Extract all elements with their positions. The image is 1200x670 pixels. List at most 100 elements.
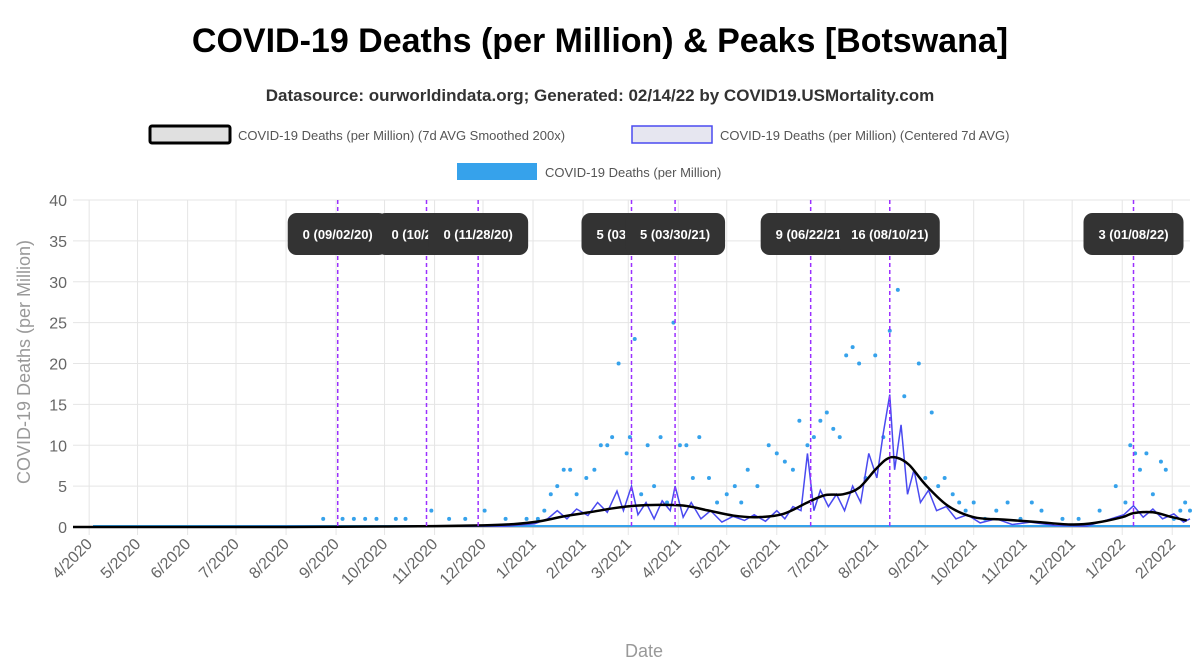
daily-point	[542, 508, 547, 513]
legend-label-smoothed: COVID-19 Deaths (per Million) (7d AVG Sm…	[238, 128, 565, 143]
daily-point	[887, 328, 892, 333]
x-tick-label: 3/2021	[588, 536, 635, 583]
peak-label-text: 0 (09/02/20)	[303, 227, 373, 242]
daily-point	[936, 484, 941, 489]
daily-point	[340, 516, 345, 521]
daily-point	[824, 410, 829, 415]
daily-point	[351, 516, 356, 521]
peak-label-text: 16 (08/10/21)	[851, 227, 928, 242]
centered-line	[72, 394, 1191, 528]
x-tick-label: 9/2020	[296, 536, 343, 583]
daily-point	[1076, 516, 1081, 521]
daily-point	[697, 435, 702, 440]
daily-point	[584, 475, 589, 480]
y-tick-label: 0	[58, 520, 67, 537]
daily-point	[963, 508, 968, 513]
legend-label-daily: COVID-19 Deaths (per Million)	[545, 165, 721, 180]
daily-point	[645, 443, 650, 448]
daily-point	[393, 516, 398, 521]
peak-label[interactable]: 0 (11/28/20)	[428, 213, 529, 255]
daily-point	[624, 451, 629, 456]
y-tick-label: 20	[49, 357, 67, 374]
peak-label-box	[428, 213, 529, 255]
daily-point	[818, 418, 823, 423]
daily-point	[447, 516, 452, 521]
daily-point	[658, 435, 663, 440]
daily-point	[652, 484, 657, 489]
peak-label[interactable]: 9 (06/22/21)	[760, 213, 861, 255]
daily-point	[1039, 508, 1044, 513]
daily-point	[782, 459, 787, 464]
daily-point	[942, 475, 947, 480]
daily-point	[857, 361, 862, 366]
daily-point	[831, 426, 836, 431]
daily-point	[957, 500, 962, 505]
daily-point	[535, 516, 540, 521]
daily-point	[929, 410, 934, 415]
peak-label-text: 5 (03/30/21)	[640, 227, 710, 242]
daily-point	[598, 443, 603, 448]
x-tick-label: 4/2021	[639, 536, 686, 583]
peak-label[interactable]: 3 (01/08/22)	[1083, 213, 1184, 255]
legend-swatch-smoothed[interactable]	[148, 124, 232, 145]
legend-swatch-centered[interactable]	[631, 125, 713, 144]
x-tick-label: 7/2020	[196, 536, 243, 583]
x-tick-label: 9/2021	[885, 536, 932, 583]
daily-point	[755, 484, 760, 489]
peak-label-box	[287, 213, 388, 255]
daily-point	[1097, 508, 1102, 513]
daily-point	[605, 443, 610, 448]
peak-label[interactable]: 0 (09/02/20)	[287, 213, 388, 255]
daily-point	[1150, 492, 1155, 497]
peak-label-box	[839, 213, 940, 255]
daily-point	[1183, 500, 1188, 505]
daily-point	[1158, 459, 1163, 464]
daily-point	[1113, 484, 1118, 489]
x-tick-label: 10/2021	[928, 536, 981, 589]
x-axis: 4/2020 5/2020 6/2020 7/2020 8/2020 9/202010/2…	[49, 536, 1179, 589]
daily-point	[902, 394, 907, 399]
daily-point	[463, 516, 468, 521]
peak-label-box	[760, 213, 861, 255]
legend-swatch-daily[interactable]	[457, 163, 537, 180]
daily-point	[739, 500, 744, 505]
smoothed-series	[72, 455, 1188, 529]
daily-point	[592, 467, 597, 472]
y-tick-label: 40	[49, 193, 67, 210]
x-tick-label: 12/2021	[1026, 536, 1079, 589]
daily-series	[93, 222, 1192, 527]
daily-point	[706, 475, 711, 480]
x-tick-label: 2/2021	[543, 536, 590, 583]
peak-label-box	[1083, 213, 1184, 255]
peak-label-text: 3 (01/08/22)	[1098, 227, 1168, 242]
y-tick-label: 25	[49, 316, 67, 333]
daily-point	[555, 484, 560, 489]
y-tick-label: 35	[49, 234, 67, 251]
daily-point	[916, 361, 921, 366]
daily-point	[568, 467, 573, 472]
x-axis-title: Date	[625, 641, 663, 661]
x-tick-label: 10/2020	[338, 536, 391, 589]
daily-point	[850, 345, 855, 350]
daily-point	[994, 508, 999, 513]
x-tick-label: 7/2021	[785, 536, 832, 583]
daily-point	[482, 508, 487, 513]
daily-point	[766, 443, 771, 448]
peak-label[interactable]: 16 (08/10/21)	[839, 213, 940, 255]
x-tick-label: 8/2020	[246, 536, 293, 583]
y-axis-title: COVID-19 Deaths (per Million)	[14, 240, 34, 484]
y-tick-label: 5	[58, 479, 67, 496]
daily-point	[574, 492, 579, 497]
y-tick-label: 30	[49, 275, 67, 292]
daily-point	[923, 475, 928, 480]
daily-point	[797, 418, 802, 423]
daily-point	[715, 500, 720, 505]
chart-subtitle: Datasource: ourworldindata.org; Generate…	[265, 86, 935, 105]
daily-point	[1123, 500, 1128, 505]
legend-label-centered: COVID-19 Deaths (per Million) (Centered …	[720, 128, 1009, 143]
peak-label[interactable]: 5 (03/30/21)	[625, 213, 726, 255]
x-tick-label: 8/2021	[835, 536, 882, 583]
daily-point	[610, 435, 615, 440]
